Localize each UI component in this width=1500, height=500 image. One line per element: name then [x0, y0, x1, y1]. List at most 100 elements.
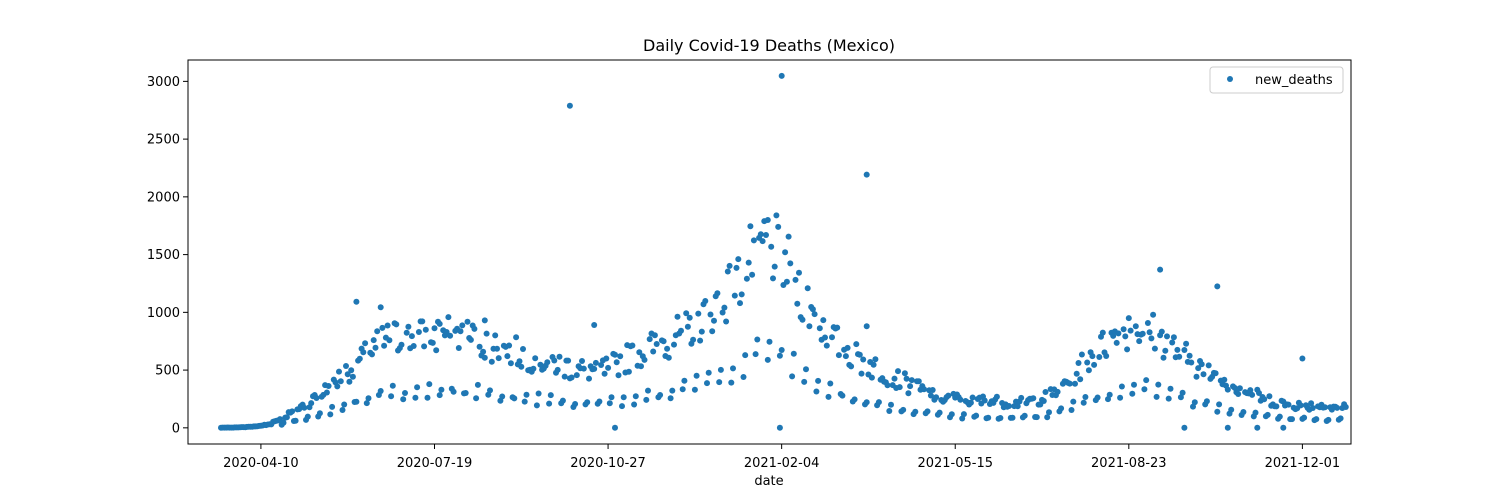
data-point: [1072, 380, 1078, 387]
data-point: [737, 300, 743, 307]
data-point: [775, 223, 782, 230]
data-point: [1170, 334, 1177, 341]
data-point: [381, 342, 388, 349]
data-point: [752, 351, 759, 358]
data-point: [1195, 365, 1202, 372]
data-point: [1054, 388, 1061, 395]
data-point: [641, 356, 648, 363]
data-point: [783, 278, 790, 285]
data-point: [1073, 370, 1080, 377]
data-point: [487, 387, 493, 394]
data-point: [1228, 406, 1235, 413]
data-point: [1118, 383, 1125, 390]
data-point: [402, 390, 408, 396]
data-point: [1122, 333, 1129, 340]
data-point: [443, 329, 450, 335]
data-point: [860, 356, 867, 363]
data-point: [863, 323, 870, 330]
data-point: [554, 366, 561, 373]
data-point: [743, 275, 750, 282]
data-points: [218, 72, 1349, 431]
data-point: [776, 352, 783, 359]
data-point: [1084, 359, 1091, 366]
data-point: [1337, 415, 1344, 422]
data-point: [606, 400, 613, 407]
data-point: [1113, 339, 1120, 346]
data-point: [424, 394, 431, 401]
data-point: [1165, 395, 1172, 402]
data-point: [1148, 335, 1155, 342]
data-point: [592, 359, 599, 366]
data-point: [551, 357, 558, 364]
data-point: [617, 353, 624, 360]
data-point: [1129, 390, 1136, 397]
data-point: [596, 398, 603, 405]
data-point: [796, 269, 802, 276]
data-point: [816, 325, 823, 332]
data-point: [1110, 332, 1117, 339]
data-point: [1124, 346, 1131, 353]
data-point: [766, 338, 773, 345]
data-point: [1006, 403, 1012, 409]
data-point: [353, 398, 360, 405]
data-point: [547, 392, 554, 399]
data-point: [1254, 424, 1261, 431]
x-tick-label: 2021-05-15: [917, 456, 993, 471]
data-point: [993, 393, 1000, 400]
data-point: [559, 397, 566, 404]
data-point: [1146, 329, 1153, 336]
data-point: [863, 171, 870, 178]
y-tick-label: 500: [155, 364, 180, 379]
data-point: [1085, 367, 1092, 374]
chart-title: Daily Covid-19 Deaths (Mexico): [643, 36, 895, 55]
data-point: [1247, 387, 1254, 394]
data-point: [754, 336, 761, 343]
data-point: [605, 364, 612, 371]
data-point: [474, 381, 481, 388]
data-point: [921, 386, 927, 393]
data-point: [653, 341, 660, 347]
data-point: [1183, 340, 1190, 347]
data-point: [598, 362, 605, 368]
data-point: [886, 408, 893, 414]
y-tick-label: 1500: [147, 248, 180, 263]
data-point: [379, 324, 386, 331]
data-point: [499, 393, 506, 400]
data-point: [1212, 370, 1219, 377]
data-point: [773, 212, 780, 219]
data-point: [693, 372, 700, 379]
data-point: [745, 259, 752, 266]
data-point: [1214, 283, 1221, 290]
data-point: [834, 324, 841, 331]
data-point: [858, 370, 865, 377]
data-point: [603, 355, 610, 362]
data-point: [1136, 338, 1143, 345]
data-point: [839, 392, 846, 399]
data-point: [790, 350, 797, 357]
data-point: [329, 403, 336, 410]
data-point: [1308, 400, 1315, 407]
data-point: [369, 351, 375, 358]
data-point: [1144, 320, 1151, 326]
data-point: [584, 399, 591, 406]
data-point: [1127, 327, 1134, 334]
data-point: [313, 395, 320, 401]
data-point: [337, 378, 344, 385]
data-point: [716, 379, 723, 386]
data-point: [363, 400, 370, 407]
data-point: [645, 387, 651, 394]
data-point: [1224, 386, 1231, 393]
data-point: [1115, 330, 1122, 337]
data-point: [945, 392, 952, 399]
data-point: [1033, 414, 1040, 421]
data-point: [389, 382, 396, 389]
data-point: [1216, 401, 1223, 408]
data-point: [912, 408, 919, 415]
data-point: [532, 355, 539, 362]
data-point: [724, 268, 731, 275]
data-point: [1235, 391, 1242, 397]
data-point: [323, 389, 330, 396]
data-point: [580, 365, 587, 372]
data-point: [1252, 409, 1259, 416]
data-point: [450, 388, 457, 395]
